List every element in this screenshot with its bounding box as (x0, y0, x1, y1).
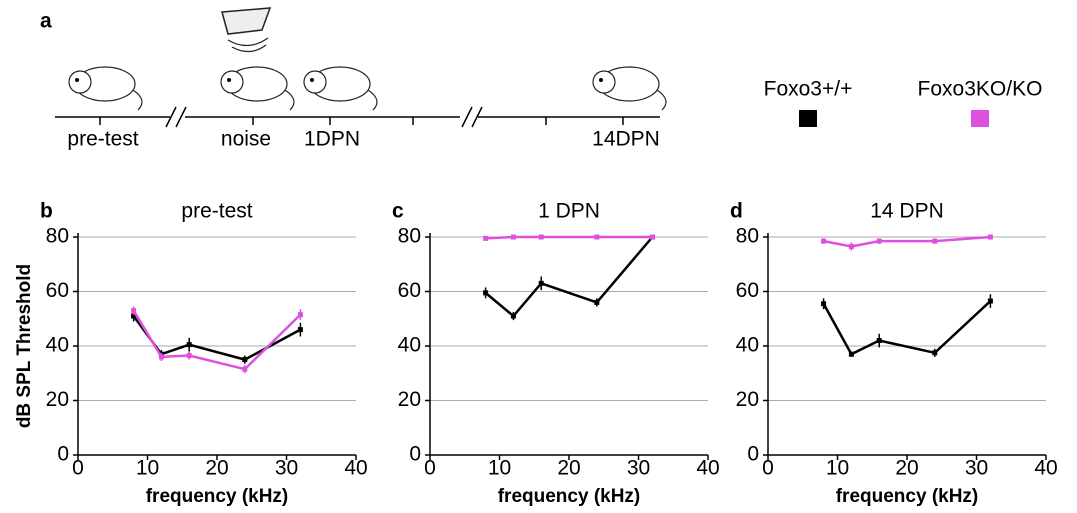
point-marker (186, 353, 192, 359)
point-marker (594, 234, 600, 240)
y-tick-label: 80 (736, 225, 759, 248)
series-line (132, 309, 302, 371)
y-tick-label: 20 (46, 388, 69, 411)
point-marker (987, 298, 993, 304)
panel-letter: d (730, 200, 743, 223)
point-marker (483, 290, 489, 296)
point-marker (821, 301, 827, 307)
chart: d 14 DPN frequency (kHz) 0 20 40 60 80 0 10 20 30 40 (730, 200, 1058, 507)
x-tick-label: 40 (344, 457, 367, 480)
point-marker (131, 313, 137, 319)
y-tick-label: 80 (46, 225, 69, 248)
x-axis-label: frequency (kHz) (498, 486, 641, 507)
series-line (485, 235, 653, 240)
legend-label: Foxo3KO/KO (918, 78, 1043, 101)
y-tick-label: 20 (398, 388, 421, 411)
x-tick-label: 30 (627, 457, 650, 480)
series-line (823, 235, 991, 248)
timeline-label: 14DPN (592, 128, 660, 151)
legend-swatch (971, 110, 989, 127)
point-marker (821, 238, 827, 244)
point-marker (483, 235, 489, 241)
y-axis-label: dB SPL Threshold (14, 264, 35, 428)
charts: b pre-test frequency (kHz) dB SPL Threshold… (14, 200, 1058, 507)
point-marker (297, 312, 303, 318)
x-tick-label: 40 (1034, 457, 1057, 480)
y-tick-label: 60 (46, 279, 69, 302)
point-marker (876, 238, 882, 244)
x-tick-label: 20 (895, 457, 918, 480)
x-axis-label: frequency (kHz) (836, 486, 979, 507)
y-tick-label: 40 (46, 334, 69, 357)
point-marker (297, 327, 303, 333)
x-tick-label: 10 (136, 457, 159, 480)
point-marker (538, 234, 544, 240)
chart-title: 1 DPN (538, 200, 600, 223)
x-tick-label: 40 (696, 457, 719, 480)
timeline-tick (99, 117, 624, 125)
chart-title: pre-test (181, 200, 252, 223)
timeline-label: pre-test (67, 128, 138, 151)
panel-letter: a (40, 10, 52, 33)
chart: c 1 DPN frequency (kHz) 0 20 40 60 80 0 10 20 30 40 (392, 200, 720, 507)
point-marker (848, 244, 854, 250)
legend-label: Foxo3+/+ (764, 78, 853, 101)
x-tick-label: 20 (557, 457, 580, 480)
speaker-icon (221, 7, 272, 53)
x-tick-label: 30 (965, 457, 988, 480)
y-tick-label: 0 (409, 443, 421, 466)
x-axis-label: frequency (kHz) (146, 486, 289, 507)
x-tick-label: 0 (72, 457, 84, 480)
x-tick-label: 30 (275, 457, 298, 480)
point-marker (876, 338, 882, 344)
y-tick-label: 40 (736, 334, 759, 357)
point-marker (594, 299, 600, 305)
point-marker (510, 313, 516, 319)
point-marker (510, 234, 516, 240)
x-tick-label: 10 (826, 457, 849, 480)
point-marker (242, 366, 248, 372)
series-line (484, 236, 654, 318)
point-marker (131, 308, 137, 314)
x-tick-label: 0 (424, 457, 436, 480)
point-marker (932, 238, 938, 244)
point-marker (186, 342, 192, 348)
panel-a: a pre-test noise 1DPN 14DPN (40, 7, 667, 151)
point-marker (932, 350, 938, 356)
panel-letter: b (40, 200, 53, 223)
point-marker (649, 234, 655, 240)
x-tick-label: 20 (205, 457, 228, 480)
point-marker (987, 234, 993, 240)
y-tick-label: 40 (398, 334, 421, 357)
x-tick-label: 10 (488, 457, 511, 480)
y-tick-label: 0 (747, 443, 759, 466)
timeline-label: 1DPN (304, 128, 360, 151)
point-marker (242, 357, 248, 363)
x-tick-label: 0 (762, 457, 774, 480)
chart-title: 14 DPN (870, 200, 944, 223)
y-tick-label: 20 (736, 388, 759, 411)
y-tick-label: 80 (398, 225, 421, 248)
panel-letter: c (392, 200, 404, 223)
y-tick-label: 0 (57, 443, 69, 466)
axis-break (165, 106, 483, 128)
legend-swatch (799, 110, 817, 127)
chart: b pre-test frequency (kHz) dB SPL Threshold… (14, 200, 368, 507)
point-marker (538, 280, 544, 286)
point-marker (158, 354, 164, 360)
y-tick-label: 60 (398, 279, 421, 302)
timeline-label: noise (221, 128, 271, 151)
legend: Foxo3+/+ Foxo3KO/KO (764, 78, 1043, 127)
point-marker (848, 351, 854, 357)
y-tick-label: 60 (736, 279, 759, 302)
mouse-icons (68, 66, 667, 111)
